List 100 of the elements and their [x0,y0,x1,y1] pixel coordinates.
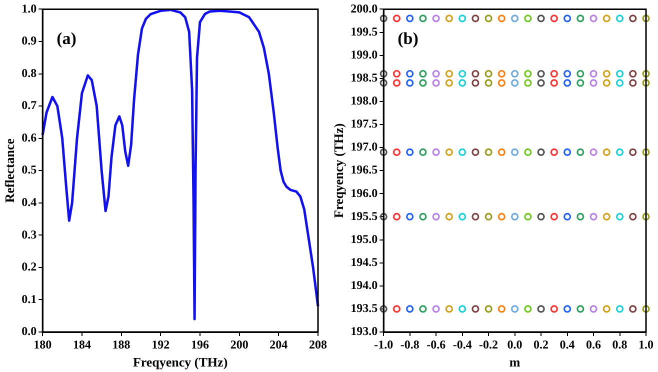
point [550,148,558,156]
point [419,14,427,22]
point [602,212,610,221]
x-tick-label: 180 [34,337,52,352]
point [511,148,519,156]
point [576,148,584,156]
point [590,79,598,87]
point [419,305,427,313]
point [380,305,388,313]
point [537,79,545,87]
point [472,148,480,156]
point [392,14,401,22]
point [642,305,650,313]
point [590,148,598,156]
point [602,305,610,313]
point [472,305,480,313]
y-axis-title: Freqyency (THz) [331,123,346,218]
point [498,212,506,221]
point [537,212,545,221]
point [602,79,610,87]
point [629,148,637,156]
point [616,70,624,78]
point [380,148,388,156]
y-tick-label: 199.0 [350,47,378,62]
point [590,70,598,78]
y-tick-label: 0.5 [22,162,37,177]
point [484,212,492,221]
point [576,70,584,78]
point [616,79,624,87]
point [642,70,650,78]
point [392,212,401,221]
point [642,14,650,22]
x-tick-label: -0.2 [479,337,498,352]
point [602,148,610,156]
annotation: (b) [398,29,418,48]
y-tick-label: 0.3 [22,227,37,242]
point [445,79,453,87]
x-tick-label: -1.0 [374,337,394,352]
x-tick-label: -0.8 [400,337,420,352]
point [550,70,558,78]
point [524,305,532,313]
point [406,70,414,78]
point [432,212,440,221]
point [563,79,572,87]
point [498,305,506,313]
point [484,79,492,87]
y-tick-label: 197.0 [350,140,378,154]
y-tick-label: 0.8 [22,66,37,80]
point [392,148,401,156]
point [550,212,558,221]
x-tick-label: 0.4 [560,337,575,352]
y-tick-label: 0.1 [22,292,37,306]
y-tick-label: 195.5 [350,208,378,223]
point [419,79,427,87]
point [458,79,466,87]
point [629,14,637,22]
y-tick-label: 198.0 [350,94,378,108]
point [537,305,545,313]
y-tick-label: 0.9 [22,34,37,48]
point [550,305,558,313]
x-tick-label: 0.0 [507,337,522,352]
point [537,148,545,156]
point [419,70,427,78]
x-tick-label: 0.8 [612,337,628,352]
point [642,212,650,221]
y-tick-label: 197.5 [350,116,378,131]
point [419,212,427,221]
point [524,79,532,87]
point [432,79,440,87]
point [432,70,440,78]
point [419,148,427,156]
point [616,148,624,156]
point [380,212,388,221]
x-tick-label: 0.6 [586,337,602,352]
annotation: (a) [56,29,76,48]
point [445,70,453,78]
x-tick-label: -0.6 [426,337,446,352]
point [563,212,572,221]
point [380,79,388,87]
point [616,14,624,22]
x-axis-title: Freqyency (THz) [132,354,228,370]
point [602,70,610,78]
point [498,79,506,87]
point [406,14,414,22]
point [642,79,650,87]
point [642,148,650,156]
x-axis-title: m [509,354,520,370]
y-tick-label: 200.0 [350,1,378,16]
y-tick-label: 193.0 [350,324,378,338]
x-tick-label: 1.0 [638,337,654,352]
y-axis-title: Reflectance [2,138,18,203]
point [432,14,440,22]
point [524,70,532,78]
x-tick-label: 0.2 [534,337,549,352]
point [629,79,637,87]
point [406,305,414,313]
point [432,305,440,313]
point [616,305,624,313]
point [484,14,492,22]
point [590,212,598,221]
